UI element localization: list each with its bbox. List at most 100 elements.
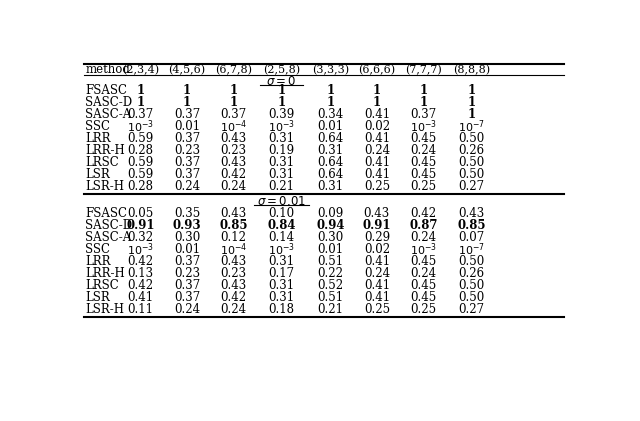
Text: 0.23: 0.23: [220, 144, 246, 157]
Text: 0.87: 0.87: [409, 219, 438, 232]
Text: SASC-D: SASC-D: [85, 219, 132, 232]
Text: 0.24: 0.24: [410, 267, 436, 280]
Text: 0.45: 0.45: [410, 132, 436, 145]
Text: 0.01: 0.01: [174, 120, 200, 133]
Text: 0.32: 0.32: [127, 231, 154, 244]
Text: 1: 1: [467, 96, 476, 109]
Text: SASC-D: SASC-D: [85, 96, 132, 109]
Text: 0.50: 0.50: [458, 132, 484, 145]
Text: 0.41: 0.41: [364, 132, 390, 145]
Text: 0.85: 0.85: [457, 219, 486, 232]
Text: 1: 1: [277, 96, 285, 109]
Text: 0.85: 0.85: [219, 219, 248, 232]
Text: 0.42: 0.42: [410, 207, 436, 220]
Text: 0.50: 0.50: [458, 255, 484, 268]
Text: 1: 1: [372, 84, 381, 97]
Text: 0.42: 0.42: [127, 279, 154, 292]
Text: 0.42: 0.42: [220, 290, 246, 304]
Text: 0.50: 0.50: [458, 290, 484, 304]
Text: 0.37: 0.37: [174, 279, 200, 292]
Text: 1: 1: [372, 96, 381, 109]
Text: 0.43: 0.43: [220, 156, 246, 169]
Text: 0.25: 0.25: [364, 303, 390, 316]
Text: 0.31: 0.31: [268, 279, 294, 292]
Text: 0.07: 0.07: [458, 231, 484, 244]
Text: 0.10: 0.10: [268, 207, 294, 220]
Text: 0.25: 0.25: [410, 303, 436, 316]
Text: 1: 1: [419, 84, 428, 97]
Text: LRSC: LRSC: [85, 279, 119, 292]
Text: 1: 1: [467, 108, 476, 121]
Text: 0.34: 0.34: [317, 108, 344, 121]
Text: 0.26: 0.26: [458, 267, 484, 280]
Text: 1: 1: [183, 84, 191, 97]
Text: 0.31: 0.31: [268, 156, 294, 169]
Text: 0.41: 0.41: [364, 168, 390, 181]
Text: 0.37: 0.37: [174, 168, 200, 181]
Text: 0.41: 0.41: [364, 255, 390, 268]
Text: $\sigma=0.01$: $\sigma=0.01$: [257, 195, 306, 208]
Text: (8,8,8): (8,8,8): [453, 64, 490, 75]
Text: $10^{-3}$: $10^{-3}$: [268, 241, 295, 258]
Text: 0.45: 0.45: [410, 255, 436, 268]
Text: 0.93: 0.93: [173, 219, 201, 232]
Text: 0.23: 0.23: [220, 267, 246, 280]
Text: 1: 1: [183, 96, 191, 109]
Text: 1: 1: [136, 96, 145, 109]
Text: 0.31: 0.31: [268, 168, 294, 181]
Text: 0.45: 0.45: [410, 156, 436, 169]
Text: FSASC: FSASC: [85, 84, 127, 97]
Text: 1: 1: [277, 84, 285, 97]
Text: 0.45: 0.45: [410, 168, 436, 181]
Text: 0.01: 0.01: [317, 120, 344, 133]
Text: 0.05: 0.05: [127, 207, 154, 220]
Text: 0.43: 0.43: [220, 255, 246, 268]
Text: 0.23: 0.23: [174, 267, 200, 280]
Text: 0.37: 0.37: [410, 108, 436, 121]
Text: 0.50: 0.50: [458, 279, 484, 292]
Text: LSR: LSR: [85, 168, 110, 181]
Text: method: method: [85, 63, 131, 76]
Text: $\sigma=0$: $\sigma=0$: [266, 75, 297, 88]
Text: 0.37: 0.37: [174, 156, 200, 169]
Text: 1: 1: [326, 96, 334, 109]
Text: 0.25: 0.25: [364, 179, 390, 192]
Text: 1: 1: [229, 84, 237, 97]
Text: $10^{-3}$: $10^{-3}$: [127, 118, 154, 135]
Text: 0.39: 0.39: [268, 108, 294, 121]
Text: 0.17: 0.17: [268, 267, 294, 280]
Text: 0.25: 0.25: [410, 179, 436, 192]
Text: 0.94: 0.94: [316, 219, 344, 232]
Text: 0.50: 0.50: [458, 168, 484, 181]
Text: 0.14: 0.14: [268, 231, 294, 244]
Text: 0.24: 0.24: [220, 303, 246, 316]
Text: 0.42: 0.42: [220, 168, 246, 181]
Text: (6,7,8): (6,7,8): [215, 64, 252, 75]
Text: 0.27: 0.27: [458, 303, 484, 316]
Text: 0.30: 0.30: [174, 231, 200, 244]
Text: 0.31: 0.31: [268, 255, 294, 268]
Text: $10^{-7}$: $10^{-7}$: [458, 241, 485, 258]
Text: 0.26: 0.26: [458, 144, 484, 157]
Text: SASC-A: SASC-A: [85, 108, 132, 121]
Text: 0.50: 0.50: [458, 156, 484, 169]
Text: 1: 1: [136, 84, 145, 97]
Text: 0.64: 0.64: [317, 168, 344, 181]
Text: 0.43: 0.43: [364, 207, 390, 220]
Text: $10^{-3}$: $10^{-3}$: [410, 118, 437, 135]
Text: (2,3,4): (2,3,4): [122, 64, 159, 75]
Text: 0.91: 0.91: [363, 219, 391, 232]
Text: 0.31: 0.31: [317, 179, 344, 192]
Text: 0.28: 0.28: [127, 179, 154, 192]
Text: LSR: LSR: [85, 290, 110, 304]
Text: 0.24: 0.24: [220, 179, 246, 192]
Text: 0.01: 0.01: [174, 243, 200, 256]
Text: 0.37: 0.37: [174, 108, 200, 121]
Text: 0.24: 0.24: [174, 303, 200, 316]
Text: 0.42: 0.42: [127, 255, 154, 268]
Text: 0.27: 0.27: [458, 179, 484, 192]
Text: LRSC: LRSC: [85, 156, 119, 169]
Text: $10^{-7}$: $10^{-7}$: [458, 118, 485, 135]
Text: 0.43: 0.43: [220, 207, 246, 220]
Text: 0.02: 0.02: [364, 243, 390, 256]
